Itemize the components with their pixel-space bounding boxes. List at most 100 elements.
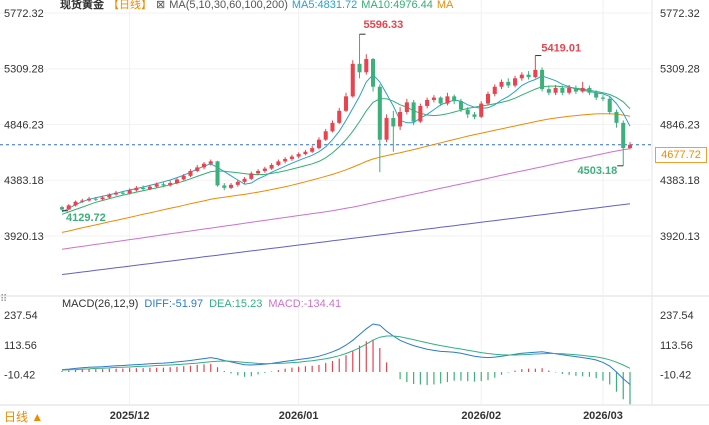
candle-body [546,89,551,93]
candle-body [350,63,355,97]
price-tick-right: 5309.28 [660,64,700,76]
ma60-line [61,148,631,250]
ma100-line [61,203,631,275]
price-tick-right: 3920.13 [660,231,700,243]
candle-body [479,103,484,117]
candle-body [384,118,389,140]
candle-body [391,118,396,127]
price-tick-right: 4383.18 [660,175,700,187]
macd-tick-left: 113.56 [4,340,37,352]
candle-body [181,175,186,180]
candle-body [621,122,626,149]
candle-body [93,198,98,200]
instrument-name: 现货黄金 [60,0,104,11]
candle-body [425,99,430,106]
candle-body [276,161,281,165]
candle-body [127,190,132,194]
candle-body [188,171,193,176]
candle-body [87,198,92,201]
price-tick-left: 4846.23 [4,119,44,131]
diff-line [61,323,631,385]
candle-body [594,92,599,98]
candle-body [533,69,538,78]
candle-body [195,167,200,172]
x-tick-label: 2026/01 [279,410,319,422]
candle-body [404,102,409,113]
ma10-value: MA10:4976.44 [361,0,433,11]
candle-body [513,78,518,86]
candle-body [215,161,220,186]
macd-tick-right: -10.42 [660,370,691,382]
candle-body [147,186,152,190]
candle-body [431,97,436,100]
macd-value: MACD:-134.41 [268,298,342,310]
candle-body [201,163,207,168]
candle-body [161,184,166,186]
candle-body [80,200,85,202]
ma-label: MA(5,10,30,60,100,200) [169,0,288,11]
chart-header: 现货黄金 【日线】 ⊠ MA(5,10,30,60,100,200) MA5:4831.… [60,0,457,11]
period-selector[interactable]: 日线 ▲ [4,410,44,424]
candle-body [59,207,65,210]
period-tag[interactable]: 【日线】 [108,0,152,11]
candle-body [607,98,612,113]
candle-body [229,184,234,188]
price-tick-left: 5309.28 [4,64,44,76]
candle-body [458,101,463,110]
candle-body [100,197,105,200]
candle-body [330,122,335,132]
candle-body [573,87,578,92]
macd-tick-left: 237.54 [4,310,38,322]
candle-body [377,86,382,140]
candle-body [364,59,369,73]
candle-body [283,158,288,162]
macd-tick-right: 237.54 [660,310,694,322]
candle-body [256,171,261,174]
candle-body [114,192,119,195]
candle-body [208,161,213,164]
candle-body [438,97,443,104]
candle-body [343,96,349,111]
candle-body [303,151,308,155]
price-annotation: 5596.33 [364,19,404,31]
candle-body [553,87,558,93]
macd-header: MACD(26,12,9) DIFF:-51.97 DEA:15.23 MACD:-1… [62,298,347,310]
candle-body [222,185,227,188]
candle-body [269,164,274,169]
candle-body [445,96,450,104]
diff-value: DIFF:-51.97 [144,298,204,310]
ma-toggle-icon[interactable]: ⊠ [156,0,166,11]
candle-body [107,194,112,198]
candle-body [262,168,267,172]
candle-body [66,205,71,210]
candle-body [323,131,328,140]
candle-body [452,96,457,102]
candle-body [174,179,179,184]
candle-body [580,87,585,92]
candle-body [465,109,470,115]
price-tick-left: 4383.18 [4,175,44,187]
candle-body [371,59,376,87]
candle-body [134,187,139,191]
ma30-line [61,113,631,233]
candle-body [560,87,565,93]
candle-body [242,178,247,182]
price-annotation: 4503.18 [577,165,617,177]
ma10-line [61,85,631,215]
candle-body [418,105,423,122]
x-tick-label: 2026/03 [583,410,623,422]
candle-body [587,87,592,93]
candle-body [519,74,524,79]
ma-more-value: MA [436,0,454,11]
indicator-settings-icon[interactable]: ⠿ [0,294,8,305]
price-tick-left: 5772.32 [4,8,44,20]
price-tick-right: 5772.32 [660,8,700,20]
candle-body [506,81,511,86]
candle-body [485,93,491,104]
candle-body [526,74,531,78]
candle-body [289,156,294,159]
candle-body [600,97,605,99]
macd-tick-left: -10.42 [4,370,35,382]
candle-body [492,86,497,94]
candle-body [120,192,125,194]
